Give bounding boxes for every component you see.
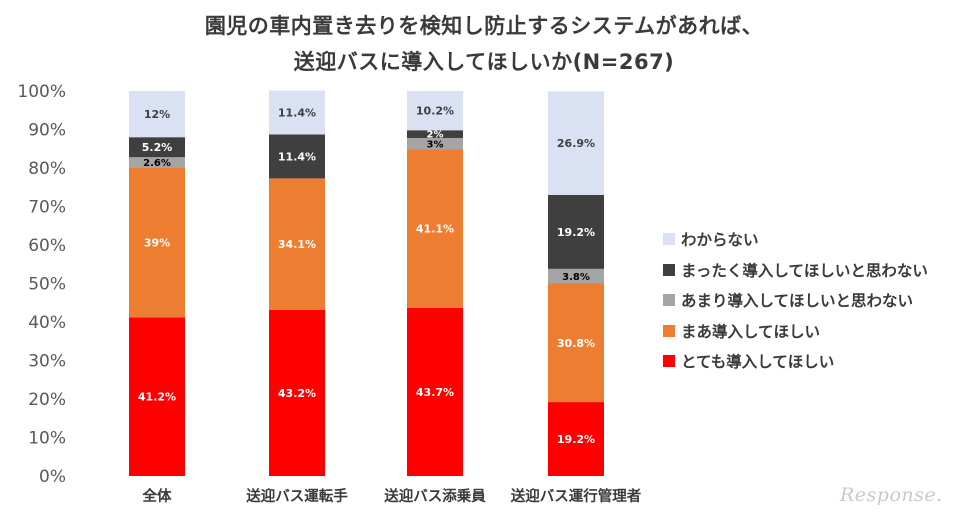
- x-category-label: 送迎バス運転手: [245, 487, 348, 505]
- bar-segment: [129, 157, 185, 168]
- chart-title: 園児の車内置き去りを検知し防止するシステムがあれば、: [204, 14, 764, 38]
- response-watermark-logo: Response.: [840, 484, 943, 506]
- y-tick-label: 30%: [28, 352, 66, 372]
- data-label: 39%: [144, 236, 170, 249]
- legend-item: まあ導入してほしい: [663, 316, 928, 347]
- y-tick-label: 50%: [28, 275, 66, 295]
- y-tick-label: 80%: [28, 159, 66, 179]
- data-label: 12%: [144, 108, 170, 121]
- y-tick-label: 0%: [39, 467, 66, 487]
- data-label: 34.1%: [278, 238, 316, 251]
- bar-segment: [269, 309, 325, 476]
- y-tick-label: 40%: [28, 313, 66, 333]
- y-tick-label: 10%: [28, 429, 66, 449]
- data-label: 2.6%: [143, 158, 171, 169]
- data-label: 41.2%: [138, 391, 176, 404]
- bar-segment: [407, 130, 463, 138]
- data-label: 5.2%: [142, 141, 173, 154]
- bar-segment: [129, 317, 185, 476]
- bar-segment: [548, 283, 604, 403]
- chart-subtitle: 送迎バスに導入してほしいか(N=267): [293, 50, 675, 74]
- y-tick-label: 60%: [28, 236, 66, 256]
- y-tick-label: 100%: [17, 82, 66, 102]
- x-category-label: 送迎バス運行管理者: [510, 487, 642, 505]
- data-label: 19.2%: [557, 226, 595, 239]
- bar-segment: [269, 178, 325, 310]
- data-label: 26.9%: [557, 137, 595, 150]
- data-label: 43.2%: [278, 387, 316, 400]
- bar-segment: [129, 91, 185, 138]
- data-label: 30.8%: [557, 337, 595, 350]
- bar-segment: [129, 167, 185, 318]
- bar-segment: [129, 137, 185, 158]
- data-label: 43.7%: [416, 386, 454, 399]
- y-tick-label: 90%: [28, 121, 66, 141]
- legend-label: とても導入してほしい: [681, 353, 835, 372]
- x-category-label: 全体: [142, 487, 172, 505]
- legend-item: わからない: [663, 224, 928, 255]
- bar-segment: [548, 91, 604, 195]
- legend-label: まったく導入してほしいと思わない: [681, 261, 928, 280]
- legend-item: あまり導入してほしいと思わない: [663, 285, 928, 316]
- bar-segment: [548, 402, 604, 476]
- data-label: 11.4%: [278, 107, 316, 120]
- x-category-label: 送迎バス添乗員: [383, 487, 486, 505]
- legend-swatch: [663, 263, 675, 276]
- legend-swatch: [663, 324, 675, 337]
- data-label: 3%: [427, 139, 444, 150]
- y-tick-label: 20%: [28, 390, 66, 410]
- bar-segment: [407, 91, 463, 131]
- legend-swatch: [663, 294, 675, 307]
- legend-swatch: [663, 355, 675, 368]
- bar-segment: [407, 307, 463, 476]
- data-label: 41.1%: [416, 223, 454, 236]
- chart-legend: わからないまったく導入してほしいと思わない あまり導入してほしいと思わない まあ導入…: [663, 224, 928, 377]
- bar-segment: [407, 149, 463, 308]
- data-label: 10.2%: [416, 105, 454, 118]
- legend-item: とても導入してほしい: [663, 346, 928, 377]
- bar-segment: [548, 268, 604, 284]
- legend-swatch: [663, 233, 675, 246]
- data-label: 2%: [427, 130, 444, 141]
- y-tick-label: 70%: [28, 198, 66, 218]
- bar-segment: [269, 90, 325, 135]
- bar-segment: [548, 194, 604, 269]
- data-label: 19.2%: [557, 433, 595, 446]
- data-label: 3.8%: [562, 272, 590, 283]
- data-label: 11.4%: [278, 150, 316, 163]
- legend-item: まったく導入してほしいと思わない: [663, 255, 928, 286]
- legend-label: あまり導入してほしいと思わない: [681, 292, 914, 311]
- legend-label: まあ導入してほしい: [681, 322, 821, 341]
- legend-label: わからない: [681, 231, 759, 250]
- bar-segment: [407, 137, 463, 150]
- bar-segment: [269, 134, 325, 179]
